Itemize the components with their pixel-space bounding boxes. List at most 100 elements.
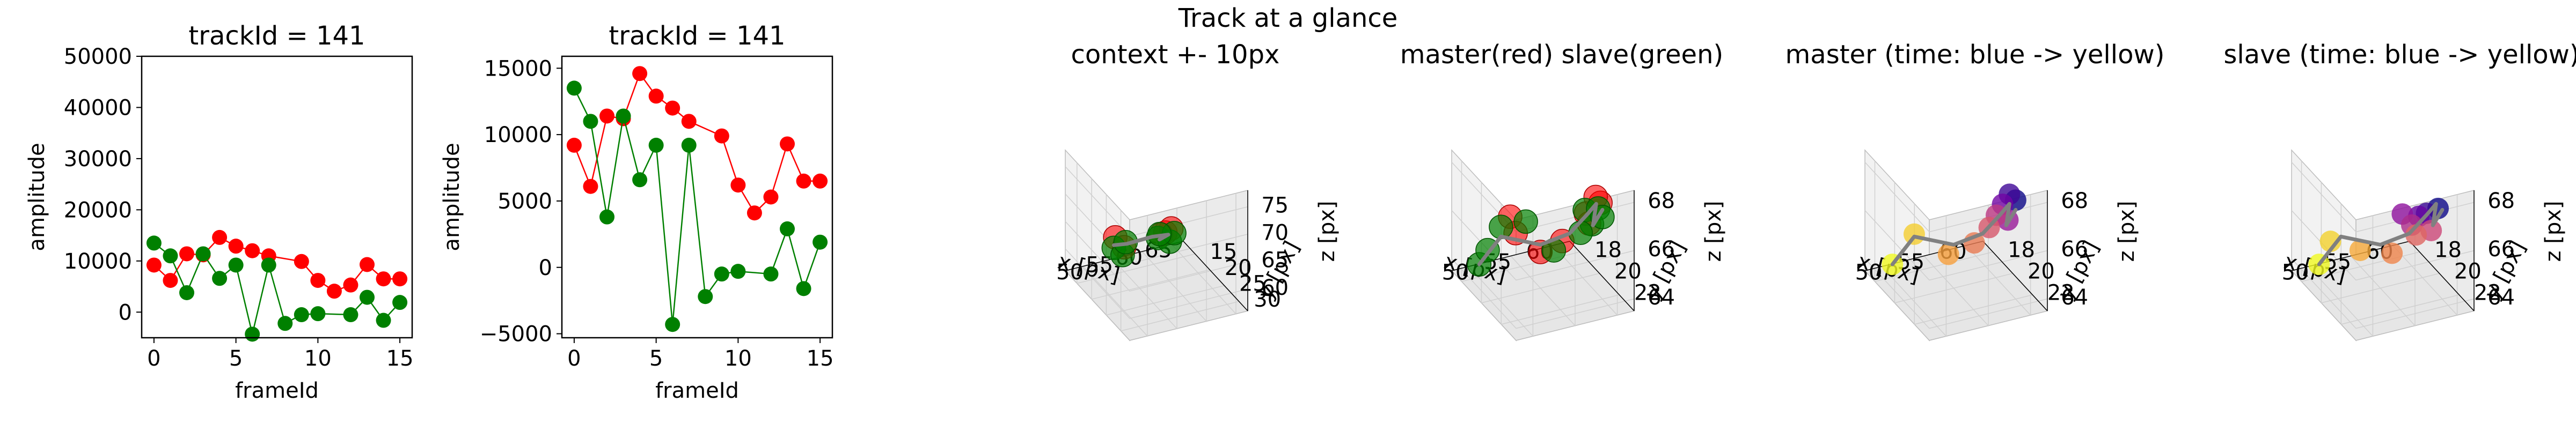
- chart2-series-green-point: [616, 108, 631, 124]
- chart2-series-green-point: [665, 317, 680, 332]
- chart4-ztick-label: 66: [1648, 237, 1675, 262]
- chart5-ytick-label: 20: [2028, 259, 2055, 284]
- chart6-grid-x: [2308, 216, 2374, 338]
- chart6-axis-y: [2409, 241, 2475, 311]
- chart6-grid-z: [2291, 210, 2475, 281]
- chart2-series-red-point: [763, 189, 779, 205]
- chart2-series-green-point: [681, 137, 697, 153]
- chart1-series-green-point: [343, 307, 358, 323]
- chart2-series-green-line: [573, 87, 821, 325]
- chart5-xtick-label: 50: [1855, 261, 1883, 285]
- chart4-track-line: [1477, 202, 1605, 266]
- chart4-zlabel: z [px]: [1701, 201, 1726, 262]
- chart1-ytick-label: 50000: [64, 44, 132, 69]
- chart6-grid-y: [2340, 204, 2460, 325]
- chart2-series-red-point: [648, 88, 664, 104]
- chart1-series-green-point: [228, 257, 244, 273]
- chart1-series-green-point: [163, 248, 178, 264]
- chart6-ytick-label: 18: [2434, 238, 2462, 263]
- chart1-xtick-label: 15: [386, 346, 414, 371]
- chart1-xtick-label: 10: [304, 346, 332, 371]
- chart3-ztick-label: 70: [1261, 221, 1289, 246]
- chart3-grid-x: [1171, 193, 1236, 315]
- chart2-ytick-label: 10000: [484, 123, 552, 147]
- chart2-series-red-point: [780, 136, 795, 152]
- chart5-grid-y: [1894, 182, 2013, 303]
- chart4-axis-y: [1569, 241, 1635, 311]
- chart6-title: slave (time: blue -> yellow): [2223, 40, 2576, 70]
- chart6-grid-x: [2392, 194, 2458, 316]
- chart5-ztick-label: 66: [2061, 237, 2088, 262]
- chart5-zlabel: z [px]: [2114, 201, 2139, 262]
- chart3-grid-z: [1065, 221, 1248, 292]
- chart2-series-green-point: [648, 137, 664, 153]
- chart2-ytick-label: −5000: [480, 322, 552, 347]
- chart5-track-line: [1890, 202, 2018, 266]
- chart3-track-line: [1111, 233, 1170, 247]
- figure-suptitle: Track at a glance: [1178, 3, 1398, 33]
- chart1-ytick-label: 20000: [64, 198, 132, 222]
- chart6-ztick-label: 64: [2487, 285, 2515, 310]
- chart3-axis-y: [1183, 241, 1248, 311]
- chart2-ytick-label: 15000: [484, 56, 552, 81]
- chart1-axes-frame: [141, 55, 413, 339]
- chart2-series-green-point: [763, 266, 779, 282]
- chart2-series-green-point: [632, 172, 648, 188]
- chart6-track-line: [2317, 202, 2445, 266]
- chart1-ytick-label: 40000: [64, 95, 132, 120]
- chart5-grid-z: [1864, 210, 2048, 281]
- chart3-ytick-label: 25: [1239, 271, 1267, 296]
- chart1-series-green-point: [360, 289, 375, 305]
- chart1-series-green-point: [179, 285, 194, 300]
- chart3-grid-z: [1065, 248, 1248, 319]
- chart2-ytick-label: 0: [539, 256, 552, 280]
- chart3-title: context +- 10px: [1071, 40, 1280, 70]
- chart6-ytick-label: 22: [2474, 281, 2501, 306]
- chart2-series-red-point: [813, 173, 828, 189]
- chart5-grid-x: [1966, 194, 2031, 316]
- chart3-ytick-label: 30: [1254, 287, 1281, 312]
- chart5-point: [1937, 243, 1959, 265]
- chart1-series-green-point: [212, 271, 228, 286]
- chart3-zlabel: z [px]: [1315, 201, 1340, 262]
- chart2-series-green-point: [780, 221, 795, 236]
- chart2-series-green-point: [813, 234, 828, 250]
- chart4-grid-y: [1481, 182, 1600, 303]
- chart1-series-green-point: [392, 295, 408, 310]
- chart1-ytick-label: 10000: [64, 249, 132, 274]
- chart6-ztick-label: 66: [2487, 237, 2515, 262]
- chart5-grid-x: [1923, 205, 1989, 327]
- chart1-series-red-point: [245, 243, 260, 258]
- chart1-xtick-label: 0: [147, 346, 160, 371]
- chart1-series-green-point: [261, 257, 276, 273]
- chart5-ytick-label: 18: [2008, 238, 2035, 263]
- chart4-slave-point: [1513, 209, 1538, 234]
- chart6-grid-z: [2291, 258, 2475, 329]
- chart1-series-red-point: [310, 273, 326, 288]
- chart2-xtick-label: 0: [567, 346, 581, 371]
- chart5-ztick-label: 68: [2061, 189, 2088, 213]
- chart1-series-green-point: [245, 326, 260, 342]
- chart2-series-red-point: [747, 205, 762, 221]
- chart1-series-green-point: [294, 307, 309, 323]
- chart3-ztick-label: 65: [1261, 248, 1289, 273]
- chart2-title: trackId = 141: [609, 21, 785, 51]
- chart1-series-red-point: [163, 273, 178, 288]
- chart3-grid-y: [1091, 179, 1210, 300]
- chart2-xtick-label: 10: [724, 346, 752, 371]
- chart4-ztick-label: 64: [1648, 285, 1675, 310]
- chart2-series-red-point: [681, 114, 697, 129]
- chart2-series-red-point: [665, 100, 680, 116]
- chart6-grid-y: [2321, 182, 2440, 303]
- chart6-zlabel: z [px]: [2541, 201, 2566, 262]
- chart4-grid-z: [1451, 258, 1635, 329]
- chart1-ytick-label: 30000: [64, 147, 132, 172]
- chart3-grid-y: [1077, 162, 1195, 284]
- chart1-series-green-point: [195, 246, 211, 262]
- chart1-series-red-point: [212, 229, 228, 245]
- chart2-series-red-point: [566, 137, 582, 153]
- chart5-ztick-label: 64: [2061, 285, 2088, 310]
- chart1-ytick-label: 0: [119, 300, 132, 325]
